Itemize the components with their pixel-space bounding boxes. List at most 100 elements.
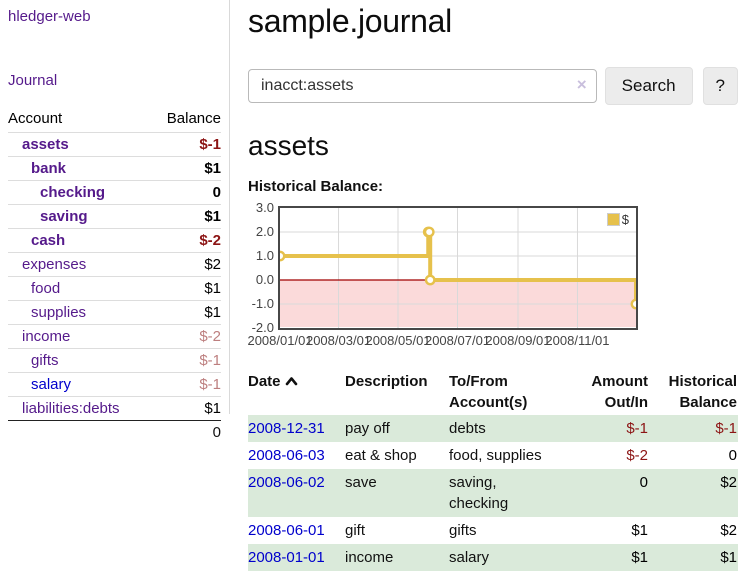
chart-x-axis: 2008/01/01 2008/03/01 2008/05/01 2008/07/01… (247, 333, 640, 349)
transaction-amount: 0 (639, 474, 648, 491)
transaction-description: gift (345, 522, 366, 539)
accounts-total-value: 0 (212, 424, 221, 441)
account-heading: assets (248, 130, 329, 161)
sidebar-accounts-body: assets $-1 bank $1 checking 0 saving $1 cash $-2 e… (8, 132, 221, 421)
sidebar-account-link[interactable]: assets (22, 136, 69, 153)
account-balance: $-1 (199, 352, 221, 369)
transaction-amount: $1 (631, 549, 648, 566)
chart-legend: $ (604, 211, 631, 228)
transaction-date-link[interactable]: 2008-06-03 (248, 447, 325, 464)
sidebar-account-link[interactable]: food (31, 280, 61, 297)
account-balance: $-2 (199, 328, 221, 345)
transaction-date-link[interactable]: 2008-06-02 (248, 474, 325, 491)
sidebar-account-row: gifts $-1 (8, 348, 221, 373)
accounts-total-spacer (8, 421, 151, 445)
legend-swatch-icon (606, 213, 620, 226)
transaction-description: income (345, 549, 394, 566)
transaction-accounts: saving, checking (449, 474, 509, 512)
y-tick-label: -1.0 (251, 296, 274, 311)
brand-link[interactable]: hledger-web (8, 8, 91, 25)
transaction-amount: $1 (631, 522, 648, 539)
transaction-balance: $2 (720, 474, 737, 491)
transaction-amount: $-2 (626, 447, 648, 464)
page-title: sample.journal (248, 3, 452, 39)
account-balance: $1 (204, 160, 221, 177)
accounts-total-row: 0 (8, 420, 221, 445)
search-input[interactable] (248, 69, 597, 103)
account-balance: $-1 (199, 376, 221, 393)
table-row: 2008-01-01 income salary $1 $1 (248, 544, 738, 571)
sidebar-account-row: food $1 (8, 276, 221, 301)
historical-balance-chart: 3.0 2.0 1.0 0.0 -1.0 -2.0 $ 2008/01/01 2008/03… (247, 200, 642, 352)
chart-y-axis: 3.0 2.0 1.0 0.0 -1.0 -2.0 (248, 200, 274, 335)
register-header-date[interactable]: Date (248, 369, 345, 415)
y-tick-label: 3.0 (255, 200, 274, 215)
sidebar-account-row: bank $1 (8, 156, 221, 181)
sidebar-account-link[interactable]: expenses (22, 256, 87, 273)
account-balance: $-2 (199, 232, 221, 249)
sidebar-account-link[interactable]: checking (40, 184, 106, 201)
sidebar-account-link[interactable]: income (22, 328, 71, 345)
accounts-header-balance: Balance (166, 110, 221, 127)
transaction-date-link[interactable]: 2008-12-31 (248, 420, 325, 437)
data-point-marker (423, 226, 435, 238)
transaction-accounts: salary (449, 549, 490, 566)
sidebar-account-row: saving $1 (8, 204, 221, 229)
transaction-accounts: gifts (449, 522, 477, 539)
transaction-amount: $-1 (626, 420, 648, 437)
chart-heading: Historical Balance: (248, 178, 384, 195)
table-row: 2008-06-02 save saving, checking 0 $2 (248, 469, 738, 517)
table-row: 2008-06-01 gift gifts $1 $2 (248, 517, 738, 544)
main-content: sample.journal × Search ? assets Histori… (247, 0, 738, 571)
register-header-amount: Amount Out/In (591, 373, 648, 411)
sidebar-account-row: expenses $2 (8, 252, 221, 277)
transaction-date-link[interactable]: 2008-01-01 (248, 549, 325, 566)
legend-label: $ (621, 212, 629, 227)
sidebar-account-link[interactable]: supplies (31, 304, 87, 321)
register-header-description: Description (345, 373, 428, 390)
sidebar-account-link[interactable]: salary (31, 376, 72, 393)
sidebar-accounts-table: Account Balance assets $-1 bank $1 checking 0… (8, 110, 221, 444)
chevron-up-icon (285, 371, 298, 392)
sidebar-account-link[interactable]: cash (31, 232, 66, 249)
sidebar-account-row: liabilities:debts $1 (8, 396, 221, 421)
y-tick-label: -2.0 (251, 320, 274, 335)
transaction-date-link[interactable]: 2008-06-01 (248, 522, 325, 539)
accounts-header-account: Account (8, 110, 63, 127)
sidebar-account-link[interactable]: liabilities:debts (22, 400, 120, 417)
transaction-balance: $1 (720, 549, 737, 566)
x-tick-label: 2008/11/01 (545, 333, 610, 348)
help-button[interactable]: ? (702, 67, 738, 105)
x-tick-label: 2008/09/01 (485, 333, 551, 348)
sidebar-item-journal[interactable]: Journal (8, 72, 58, 89)
transaction-accounts: food, supplies (449, 447, 542, 464)
x-tick-label: 2008/07/01 (424, 333, 491, 348)
register-body: 2008-12-31 pay off debts $-1 $-1 2008-06-03 ea… (248, 415, 738, 571)
x-tick-label: 2008/05/01 (365, 333, 431, 348)
register-header-accounts: To/From Account(s) (449, 373, 528, 411)
account-balance: 0 (212, 184, 221, 201)
account-balance: $1 (204, 208, 221, 225)
y-tick-label: 1.0 (255, 248, 274, 263)
sidebar-account-link[interactable]: saving (40, 208, 88, 225)
sidebar-account-row: supplies $1 (8, 300, 221, 325)
data-point-marker (424, 274, 436, 286)
transaction-accounts: debts (449, 420, 486, 437)
clear-search-icon[interactable]: × (576, 75, 587, 94)
sidebar-account-link[interactable]: gifts (31, 352, 59, 369)
table-row: 2008-06-03 eat & shop food, supplies $-2 0 (248, 442, 738, 469)
transaction-balance: $-1 (715, 420, 737, 437)
transaction-balance: $2 (720, 522, 737, 539)
chart-plot: $ (274, 206, 642, 330)
sidebar-account-link[interactable]: bank (31, 160, 67, 177)
transaction-description: save (345, 474, 377, 491)
account-balance: $-1 (199, 136, 221, 153)
sidebar-account-row: salary $-1 (8, 372, 221, 397)
search-button[interactable]: Search (604, 67, 693, 105)
sidebar-account-row: cash $-2 (8, 228, 221, 253)
sidebar-account-row: assets $-1 (8, 132, 221, 157)
x-tick-label: 2008/01/01 (247, 333, 313, 348)
register-table: Date Description To/From Account(s) Amou… (248, 369, 738, 571)
y-tick-label: 0.0 (255, 272, 274, 287)
